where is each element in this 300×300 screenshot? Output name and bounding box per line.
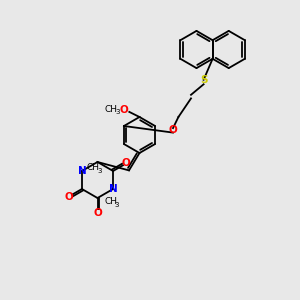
Text: O: O (169, 125, 177, 135)
Text: N: N (109, 184, 118, 194)
Text: O: O (119, 105, 128, 116)
Text: O: O (93, 208, 102, 218)
Text: 3: 3 (116, 109, 120, 115)
Text: 3: 3 (114, 202, 119, 208)
Text: CH: CH (105, 105, 118, 114)
Text: 3: 3 (97, 168, 102, 174)
Text: O: O (122, 158, 130, 169)
Text: CH: CH (104, 196, 117, 206)
Text: N: N (77, 166, 86, 176)
Text: O: O (64, 191, 73, 202)
Text: S: S (200, 75, 207, 85)
Text: CH: CH (87, 163, 100, 172)
